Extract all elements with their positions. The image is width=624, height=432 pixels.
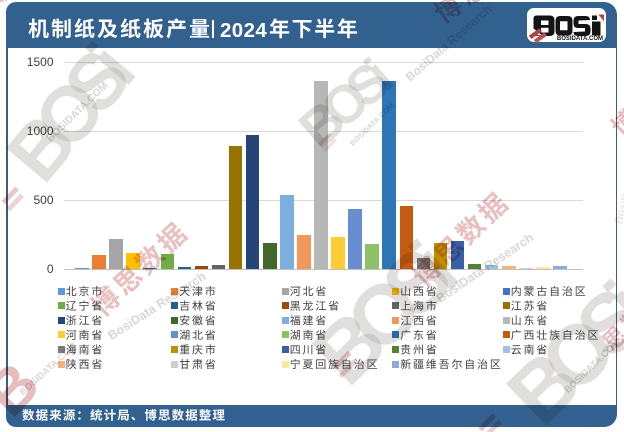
- svg-text:BOSIDATA.COM: BOSIDATA.COM: [557, 36, 603, 42]
